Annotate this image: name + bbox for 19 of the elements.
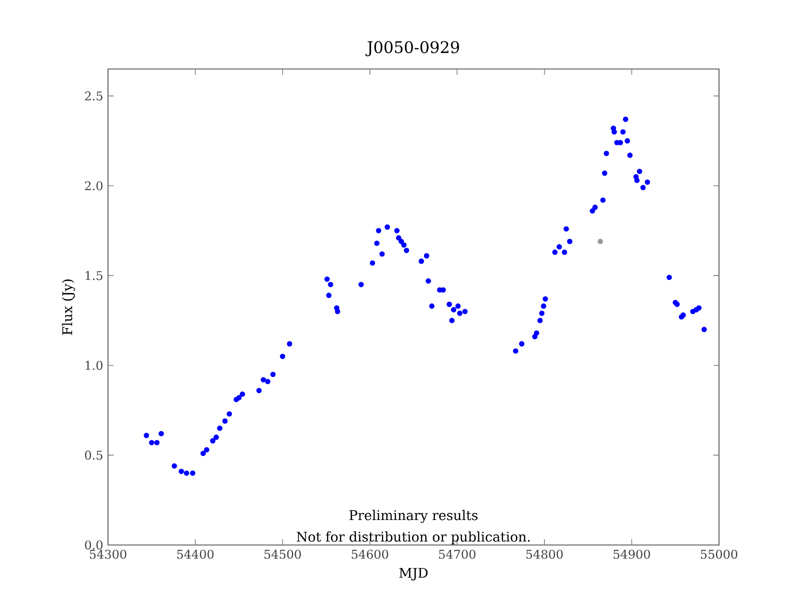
y-tick-label: 2.0 xyxy=(85,181,102,190)
y-axis-title: Flux (Jy) xyxy=(62,280,76,335)
y-tick-label: 2.5 xyxy=(85,91,102,100)
x-axis-title: MJD xyxy=(399,568,428,580)
x-tick-label: 54900 xyxy=(614,550,650,559)
x-tick-label: 55000 xyxy=(700,550,738,559)
x-tick-label: 54500 xyxy=(264,550,301,559)
y-tick-label: 0.0 xyxy=(85,540,102,550)
y-tick-label: 1.5 xyxy=(86,271,102,280)
x-tick-label: 54600 xyxy=(352,550,388,559)
x-tick-label: 54400 xyxy=(177,550,214,559)
annotation: Not for distribution or publication. xyxy=(296,531,530,544)
x-tick-label: 54700 xyxy=(439,550,476,559)
chart-title: J0050-0929 xyxy=(366,41,460,56)
x-tick-label: 54800 xyxy=(526,550,563,559)
y-tick-label: 1.0 xyxy=(86,360,102,370)
x-tick-label: 54300 xyxy=(90,550,126,559)
y-tick-label: 0.5 xyxy=(85,450,102,460)
annotation: Preliminary results xyxy=(349,510,478,523)
